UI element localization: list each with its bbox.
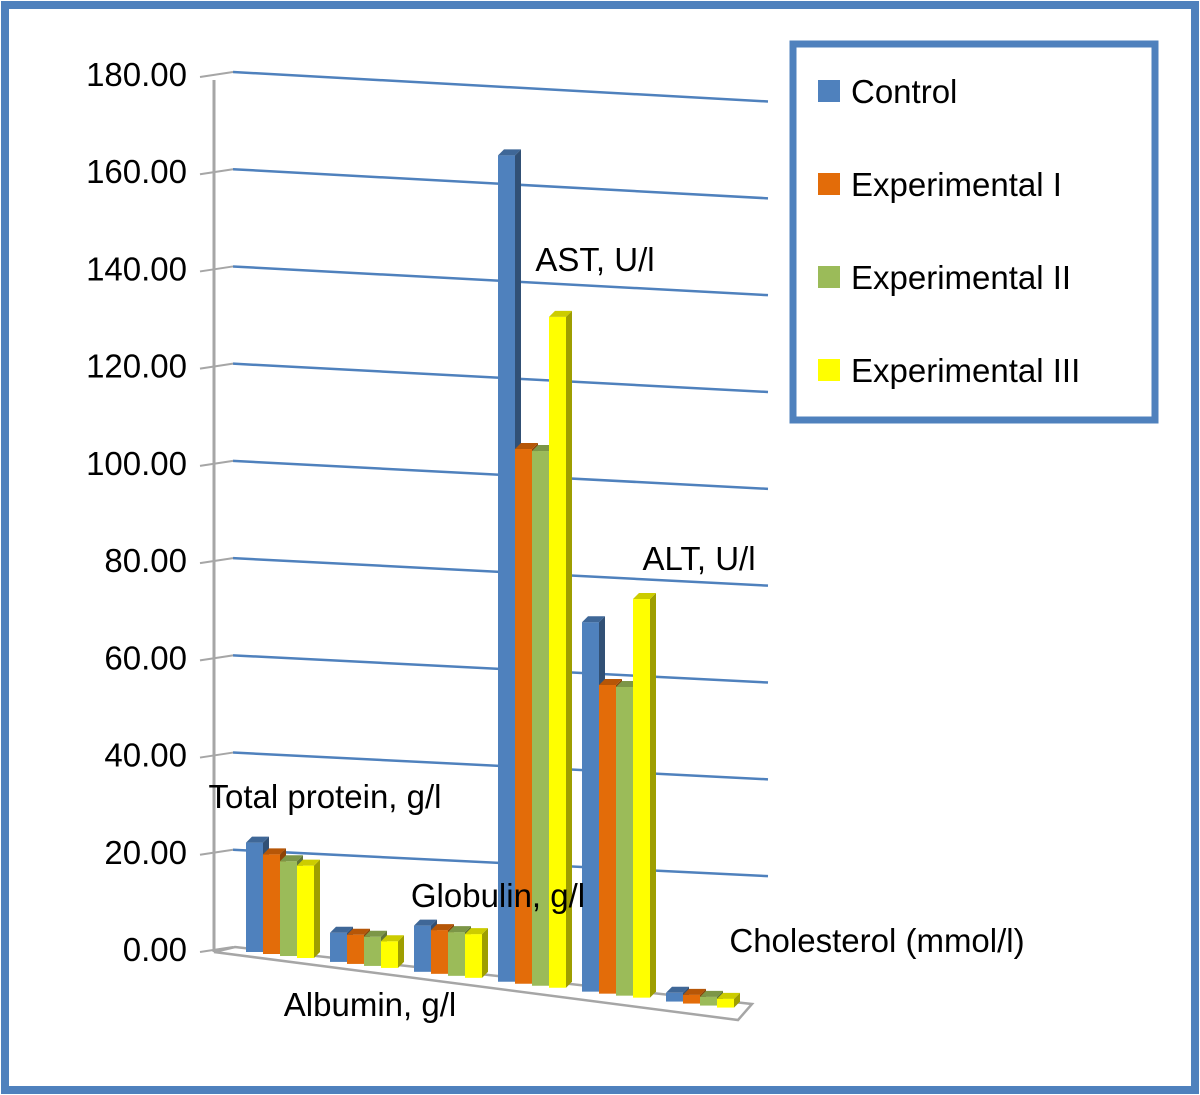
bar-top xyxy=(465,928,488,935)
gridline xyxy=(232,70,769,103)
y-tick-mark xyxy=(199,265,234,273)
legend-label: Experimental III xyxy=(851,352,1080,389)
y-tick-label: 120.00 xyxy=(86,348,187,385)
y-tick-label: 140.00 xyxy=(86,250,187,287)
bar-top xyxy=(330,926,353,933)
category-label: AST, U/l xyxy=(535,241,654,278)
bar-top xyxy=(364,930,387,937)
y-tick-mark xyxy=(199,654,234,662)
bar-top xyxy=(515,443,538,450)
bar-top xyxy=(448,926,471,933)
bar xyxy=(381,941,398,968)
y-tick-label: 0.00 xyxy=(123,931,187,968)
bar-top xyxy=(700,990,723,997)
bar xyxy=(364,936,381,966)
bar xyxy=(431,930,448,974)
floor-plane xyxy=(213,945,755,1022)
y-tick-label: 60.00 xyxy=(104,639,187,676)
bar-top xyxy=(414,919,437,926)
legend-box xyxy=(789,40,1159,424)
bar-side xyxy=(734,992,740,1008)
bar-top xyxy=(549,310,572,317)
legend-swatch xyxy=(818,173,840,195)
bar xyxy=(246,842,263,952)
bar-top xyxy=(666,986,689,993)
bar xyxy=(280,861,297,957)
bar-top xyxy=(717,992,740,999)
y-tick-label: 180.00 xyxy=(86,56,187,93)
bar-top xyxy=(431,924,454,931)
bars xyxy=(246,149,740,1008)
y-tick-label: 20.00 xyxy=(104,834,187,871)
y-tick-mark xyxy=(199,848,234,856)
category-label: Cholesterol (mmol/l) xyxy=(729,922,1024,959)
bar-top xyxy=(498,149,521,156)
bar-top xyxy=(347,928,370,935)
bar xyxy=(347,934,364,964)
bar xyxy=(666,992,683,1002)
category-label: Albumin, g/l xyxy=(284,986,456,1023)
category-label: Globulin, g/l xyxy=(411,877,585,914)
bar-side xyxy=(482,928,488,978)
legend-swatch xyxy=(818,266,840,288)
legend-label: Experimental II xyxy=(851,259,1071,296)
y-tick-label: 160.00 xyxy=(86,153,187,190)
y-tick-label: 80.00 xyxy=(104,542,187,579)
bar-top xyxy=(599,678,622,685)
y-tick-mark xyxy=(199,168,234,176)
bar xyxy=(616,686,633,996)
bar xyxy=(498,155,515,982)
bar xyxy=(549,316,566,988)
bar xyxy=(683,994,700,1004)
bar xyxy=(263,854,280,955)
bar xyxy=(297,865,314,959)
bar-top xyxy=(381,935,404,942)
bar-side xyxy=(398,935,404,968)
category-labels: Total protein, g/l Albumin, g/l Globulin, … xyxy=(209,241,1025,1023)
y-tick-mark xyxy=(199,751,234,759)
y-tick-label: 40.00 xyxy=(104,737,187,774)
bar xyxy=(515,449,532,984)
legend-label: Experimental I xyxy=(851,166,1062,203)
bar-top xyxy=(280,855,303,862)
axes xyxy=(199,71,755,1022)
bar xyxy=(330,932,347,962)
bar-top xyxy=(633,593,656,600)
y-tick-mark xyxy=(199,71,234,78)
y-tick-mark xyxy=(199,362,234,370)
bar xyxy=(532,451,549,986)
bar-top xyxy=(683,988,706,995)
category-label: ALT, U/l xyxy=(642,540,755,577)
bar xyxy=(448,932,465,976)
bar xyxy=(599,684,616,994)
legend-swatch xyxy=(818,359,840,381)
bar-top xyxy=(246,836,269,843)
bar xyxy=(633,599,650,998)
bar xyxy=(414,925,431,972)
y-tick-mark xyxy=(199,557,234,565)
bar xyxy=(700,996,717,1006)
bar-side xyxy=(566,310,572,988)
legend-label: Control xyxy=(851,73,957,110)
y-tick-label: 100.00 xyxy=(86,445,187,482)
bar-side xyxy=(650,593,656,998)
category-label: Total protein, g/l xyxy=(209,778,442,815)
bar-top xyxy=(297,859,320,866)
bar xyxy=(465,934,482,978)
bar xyxy=(582,622,599,992)
bar-top xyxy=(263,848,286,855)
bar xyxy=(717,998,734,1008)
legend: Control Experimental I Experimental II Expe… xyxy=(789,40,1159,424)
bar-side xyxy=(314,859,320,959)
y-axis-tick-labels: 0.00 20.00 40.00 60.00 80.00 100.00 120.00 140.… xyxy=(86,56,187,968)
y-tick-mark xyxy=(199,459,234,467)
bar-top xyxy=(582,616,605,623)
legend-swatch xyxy=(818,80,840,102)
